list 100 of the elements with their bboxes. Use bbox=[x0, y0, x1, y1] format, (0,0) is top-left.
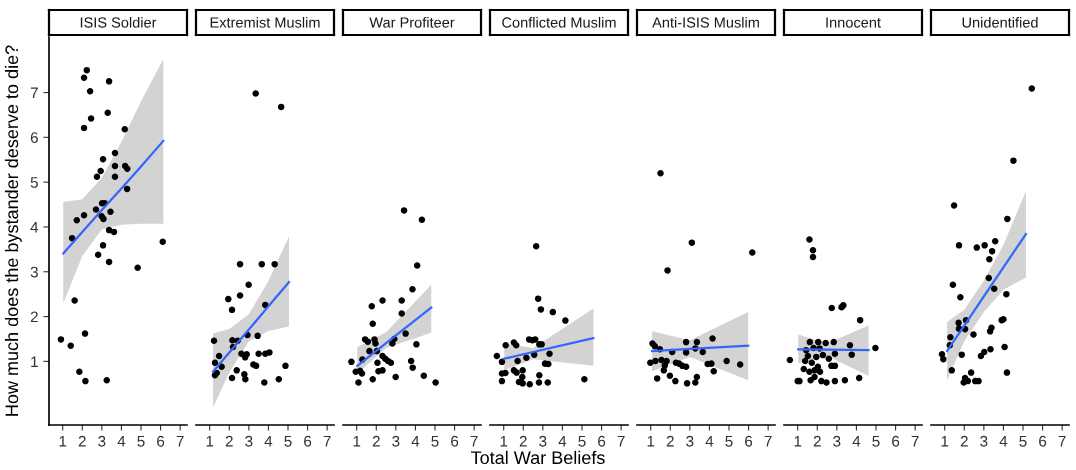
point bbox=[519, 367, 526, 374]
point bbox=[99, 242, 107, 249]
point bbox=[80, 212, 88, 219]
point bbox=[236, 292, 244, 299]
point bbox=[402, 330, 409, 337]
x-tick-label: 1 bbox=[59, 435, 67, 447]
x-tick-label: 5 bbox=[1019, 435, 1027, 447]
x-tick-label: 2 bbox=[813, 435, 821, 447]
point bbox=[536, 372, 543, 379]
point bbox=[940, 355, 947, 363]
point bbox=[986, 328, 994, 335]
point bbox=[872, 344, 879, 352]
point bbox=[682, 349, 690, 356]
point bbox=[537, 306, 545, 313]
point bbox=[355, 379, 362, 386]
point bbox=[110, 228, 118, 236]
point bbox=[409, 285, 416, 293]
point bbox=[92, 206, 100, 213]
point bbox=[549, 308, 557, 316]
point bbox=[271, 260, 278, 268]
point bbox=[823, 379, 830, 386]
y-tick-label: 5 bbox=[30, 177, 38, 188]
point bbox=[825, 355, 833, 362]
point bbox=[409, 364, 416, 371]
x-tick-label: 3 bbox=[392, 435, 400, 447]
x-tick-label: 1 bbox=[794, 435, 802, 447]
x-tick-label: 2 bbox=[666, 435, 674, 447]
point bbox=[368, 303, 376, 310]
point bbox=[277, 103, 285, 111]
point bbox=[67, 342, 74, 349]
point bbox=[519, 373, 526, 381]
point bbox=[123, 185, 131, 193]
chart-title: Anti-ISIS Muslim bbox=[652, 16, 759, 28]
point bbox=[105, 226, 113, 234]
point bbox=[83, 66, 91, 74]
x-tick-label: 5 bbox=[431, 435, 439, 447]
x-tick-label: 1 bbox=[500, 435, 508, 447]
point bbox=[400, 207, 408, 214]
point bbox=[736, 361, 744, 368]
point bbox=[664, 267, 671, 274]
point bbox=[493, 352, 501, 360]
point bbox=[986, 255, 993, 263]
point bbox=[801, 357, 809, 365]
point bbox=[99, 156, 107, 163]
point bbox=[546, 350, 553, 358]
point bbox=[252, 90, 259, 97]
point bbox=[241, 354, 249, 361]
point bbox=[228, 374, 236, 382]
x-tick-label: 1 bbox=[647, 435, 655, 447]
point bbox=[418, 216, 426, 224]
chart-title: Conflicted Muslim bbox=[502, 16, 616, 28]
point bbox=[57, 336, 65, 343]
point bbox=[134, 264, 141, 271]
point bbox=[985, 274, 992, 282]
x-tick-label: 4 bbox=[117, 435, 126, 447]
point bbox=[683, 380, 691, 387]
point bbox=[236, 260, 244, 268]
x-tick-label: 2 bbox=[960, 435, 968, 447]
point bbox=[1003, 290, 1010, 298]
point bbox=[1004, 215, 1011, 223]
point bbox=[1001, 343, 1008, 351]
point bbox=[73, 216, 81, 224]
point bbox=[215, 352, 223, 360]
point bbox=[86, 87, 94, 95]
point bbox=[532, 242, 540, 250]
x-tick-label: 3 bbox=[833, 435, 841, 447]
x-tick-label: 7 bbox=[176, 435, 184, 447]
point bbox=[392, 373, 399, 381]
x-tick-label: 3 bbox=[98, 435, 106, 447]
point bbox=[672, 377, 679, 385]
y-tick-label: 4 bbox=[30, 221, 39, 233]
point bbox=[830, 338, 837, 346]
point bbox=[348, 358, 355, 366]
point bbox=[977, 352, 985, 360]
point bbox=[282, 362, 289, 370]
point bbox=[973, 244, 981, 251]
x-tick-label: 6 bbox=[745, 435, 753, 447]
x-tick-label: 7 bbox=[911, 435, 919, 447]
point bbox=[955, 319, 962, 327]
x-tick-label: 5 bbox=[872, 435, 880, 447]
point bbox=[535, 379, 543, 386]
point bbox=[369, 320, 377, 327]
point bbox=[987, 346, 994, 353]
x-tick-label: 3 bbox=[539, 435, 547, 447]
point bbox=[816, 368, 824, 375]
x-tick-label: 4 bbox=[705, 435, 714, 447]
chart-title: Extremist Muslim bbox=[210, 16, 320, 28]
x-tick-label: 6 bbox=[304, 435, 312, 447]
point bbox=[804, 352, 812, 360]
x-axis-title: Total War Beliefs bbox=[471, 450, 605, 465]
point bbox=[1028, 85, 1036, 92]
point bbox=[819, 351, 827, 359]
point bbox=[991, 238, 999, 245]
x-tick-label: 6 bbox=[157, 435, 165, 447]
x-tick-label: 4 bbox=[411, 435, 420, 447]
x-tick-label: 7 bbox=[764, 435, 772, 447]
point bbox=[121, 126, 129, 133]
point bbox=[811, 373, 818, 381]
point bbox=[957, 294, 964, 301]
point bbox=[80, 74, 88, 82]
